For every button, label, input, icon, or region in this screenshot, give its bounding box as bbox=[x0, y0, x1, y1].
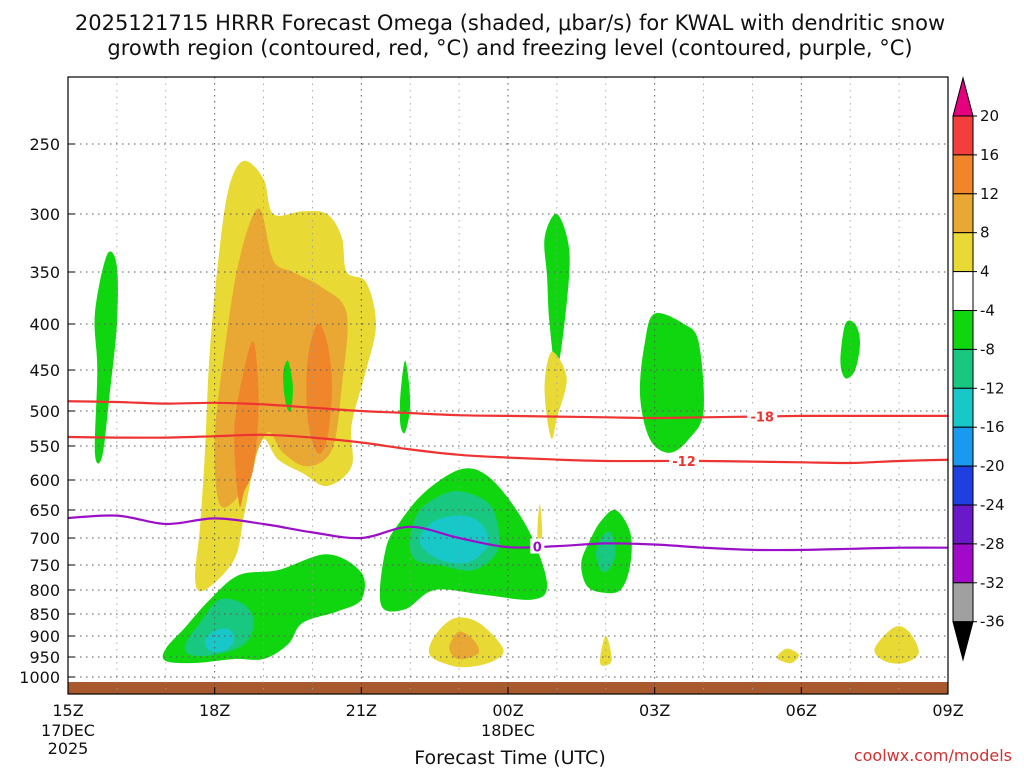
x-tick-label: 18Z bbox=[199, 701, 230, 720]
y-tick-label: 1000 bbox=[19, 668, 60, 687]
colorbar-label: 8 bbox=[980, 224, 990, 242]
y-tick-label: 750 bbox=[29, 556, 60, 575]
x-tick-label: 15Z bbox=[52, 701, 83, 720]
omega-shading bbox=[94, 160, 919, 668]
colorbar-label: -12 bbox=[980, 379, 1005, 397]
colorbar-label: -32 bbox=[980, 574, 1005, 592]
chart-title-line2: growth region (contoured, red, °C) and f… bbox=[107, 36, 912, 60]
colorbar-swatch bbox=[952, 543, 974, 584]
y-tick-label: 450 bbox=[29, 361, 60, 380]
y-tick-label: 700 bbox=[29, 529, 60, 548]
colorbar-swatch bbox=[952, 271, 974, 312]
omega-region bbox=[306, 323, 332, 454]
contour-label: 0 bbox=[533, 541, 542, 556]
colorbar-label: -16 bbox=[980, 418, 1005, 436]
contour-label: -18 bbox=[750, 410, 774, 425]
y-tick-label: 300 bbox=[29, 205, 60, 224]
x-tick-sublabel: 17DEC bbox=[41, 721, 95, 740]
colorbar-label: 16 bbox=[980, 146, 999, 164]
omega-region bbox=[776, 648, 799, 664]
colorbar-label: -24 bbox=[980, 496, 1005, 514]
x-tick-sublabel: 2025 bbox=[48, 739, 89, 758]
omega-region bbox=[399, 360, 411, 434]
omega-region bbox=[537, 504, 543, 544]
colorbar-swatch bbox=[952, 426, 974, 467]
y-axis: 250 300 350 400 450 500 550 600 650 700 750 800 850 9… bbox=[19, 135, 75, 687]
x-tick-label: 03Z bbox=[639, 701, 670, 720]
contour-labels: -18 -12 0 bbox=[530, 408, 778, 556]
colorbar-swatch bbox=[952, 193, 974, 234]
omega-region bbox=[234, 341, 259, 508]
omega-region bbox=[94, 251, 118, 464]
y-tick-label: 800 bbox=[29, 581, 60, 600]
y-tick-label: 250 bbox=[29, 135, 60, 154]
temperature-contours bbox=[68, 400, 948, 552]
x-tick-sublabel: 18DEC bbox=[481, 721, 535, 740]
omega-region bbox=[204, 628, 235, 652]
colorbar-label: -20 bbox=[980, 457, 1005, 475]
colorbar-label: 4 bbox=[980, 263, 990, 281]
colorbar-swatch bbox=[952, 115, 974, 156]
y-tick-label: 350 bbox=[29, 263, 60, 282]
y-tick-label: 850 bbox=[29, 605, 60, 624]
colorbar-swatch bbox=[952, 465, 974, 506]
colorbar-swatch bbox=[952, 232, 974, 273]
x-tick-label: 00Z bbox=[492, 701, 523, 720]
contour-line bbox=[68, 433, 948, 465]
contour-label-bg bbox=[747, 408, 778, 424]
colorbar-swatch bbox=[952, 504, 974, 545]
y-tick-label: 900 bbox=[29, 627, 60, 646]
contour-label: -12 bbox=[672, 455, 696, 470]
colorbar-label: 20 bbox=[980, 107, 999, 125]
y-tick-label: 550 bbox=[29, 437, 60, 456]
grid-lines bbox=[68, 77, 948, 694]
contour-label-bg bbox=[669, 452, 699, 468]
contour-line bbox=[68, 514, 948, 552]
colorbar-bottom-arrow bbox=[952, 621, 974, 662]
contour-label-bg bbox=[530, 538, 545, 554]
x-axis-label: Forecast Time (UTC) bbox=[414, 747, 605, 768]
chart-title-line1: 2025121715 HRRR Forecast Omega (shaded, … bbox=[75, 11, 945, 35]
colorbar-label: -8 bbox=[980, 340, 995, 358]
y-tick-label: 500 bbox=[29, 402, 60, 421]
y-tick-label: 600 bbox=[29, 471, 60, 490]
x-tick-label: 09Z bbox=[932, 701, 963, 720]
y-tick-label: 400 bbox=[29, 315, 60, 334]
omega-region bbox=[639, 312, 705, 453]
colorbar: 20 16 12 8 4 -4 -8 -12 -16 -20 -24 -28 -32 -36 bbox=[952, 76, 1005, 662]
y-tick-label: 950 bbox=[29, 648, 60, 667]
omega-region bbox=[840, 320, 860, 379]
colorbar-swatch bbox=[952, 154, 974, 195]
colorbar-swatch bbox=[952, 310, 974, 350]
y-tick-label: 650 bbox=[29, 501, 60, 520]
omega-region bbox=[599, 635, 612, 666]
colorbar-label: 12 bbox=[980, 185, 999, 203]
colorbar-swatch bbox=[952, 387, 974, 428]
colorbar-label: -4 bbox=[980, 302, 995, 320]
omega-region bbox=[419, 515, 489, 564]
colorbar-label: -36 bbox=[980, 613, 1005, 631]
omega-region bbox=[184, 598, 254, 657]
x-tick-label: 06Z bbox=[786, 701, 817, 720]
credit-link[interactable]: coolwx.com/models bbox=[854, 746, 1012, 765]
contour-line bbox=[68, 400, 948, 420]
colorbar-label: -28 bbox=[980, 535, 1005, 553]
colorbar-swatch bbox=[952, 582, 974, 623]
x-tick-label: 21Z bbox=[346, 701, 377, 720]
omega-region bbox=[874, 626, 919, 664]
omega-region bbox=[449, 631, 480, 660]
colorbar-swatch bbox=[952, 348, 974, 389]
omega-region bbox=[283, 360, 293, 412]
